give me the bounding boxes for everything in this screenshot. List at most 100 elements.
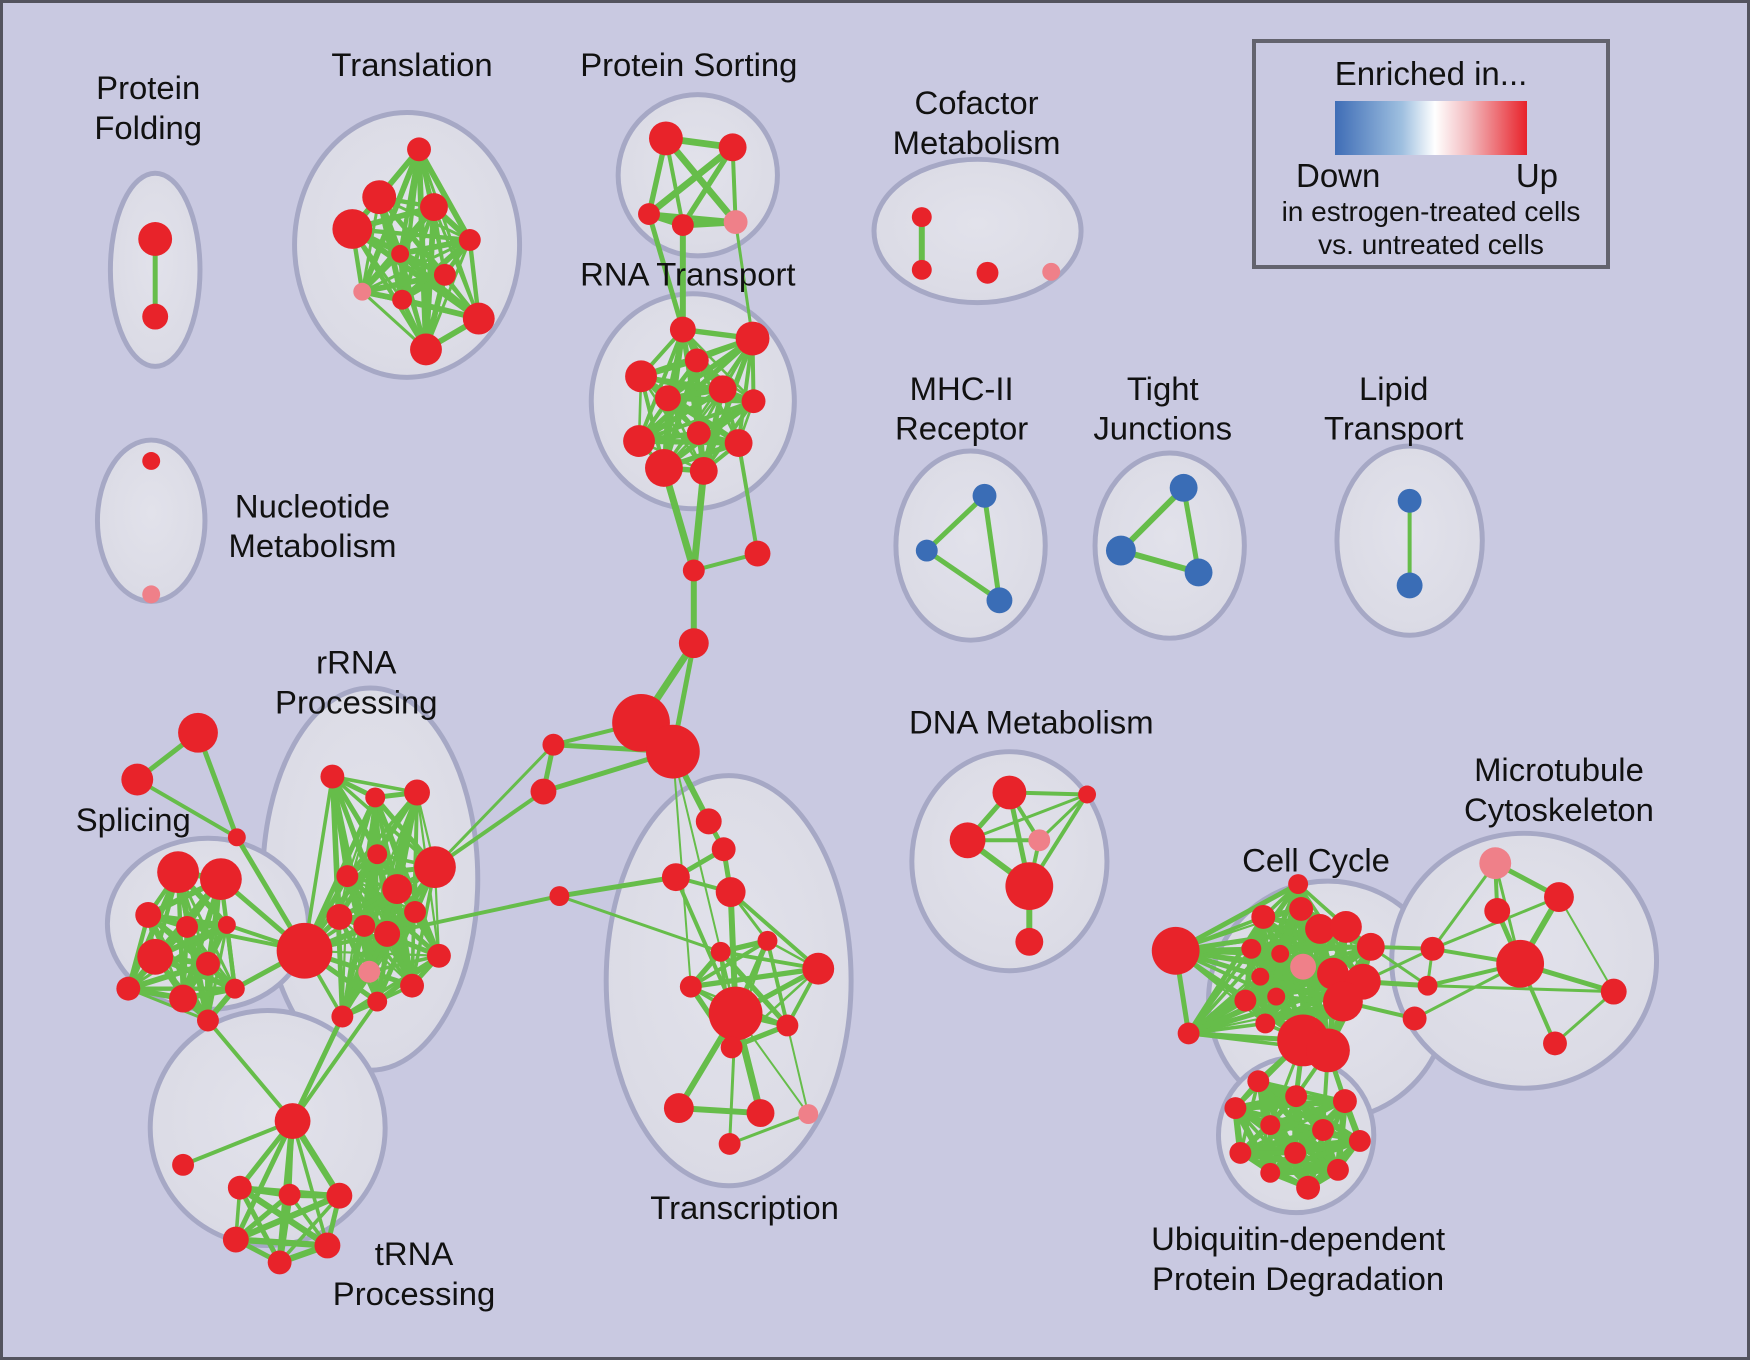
translation-node[interactable] [420, 193, 448, 222]
ubiquitin-node[interactable] [1326, 1158, 1349, 1181]
cell_cycle-node[interactable] [1323, 981, 1363, 1022]
transcription-node[interactable] [663, 1093, 694, 1124]
backbone-node[interactable] [695, 808, 722, 835]
splicing-node[interactable] [217, 915, 236, 934]
dna-node[interactable] [1028, 829, 1051, 852]
cell_cycle-node[interactable] [1329, 910, 1362, 943]
rna_transport-node[interactable] [686, 421, 711, 446]
dna-node[interactable] [1078, 785, 1097, 804]
backbone-node[interactable] [549, 886, 570, 906]
splicing_sat-node[interactable] [178, 712, 218, 753]
tight-node[interactable] [1105, 535, 1136, 566]
translation-node[interactable] [410, 333, 442, 366]
transcription-node[interactable] [776, 1014, 799, 1037]
mhc-node[interactable] [915, 539, 938, 562]
rrna-node[interactable] [374, 920, 401, 947]
cofactor-node[interactable] [911, 207, 932, 228]
rna_transport-node[interactable] [735, 321, 770, 356]
ubiquitin-node[interactable] [1260, 1115, 1281, 1135]
microtubule-node[interactable] [1544, 882, 1574, 912]
cell_cycle-node[interactable] [1241, 938, 1262, 959]
rrna-node[interactable] [367, 991, 388, 1012]
translation-node[interactable] [353, 282, 372, 301]
ubiquitin-node[interactable] [1332, 1089, 1357, 1114]
rrna-node[interactable] [358, 960, 381, 983]
translation-node[interactable] [391, 244, 410, 263]
rrna-node[interactable] [365, 787, 386, 808]
nucleotide-node[interactable] [142, 452, 161, 470]
ubiquitin-node[interactable] [1348, 1130, 1371, 1152]
protein_sorting-node[interactable] [723, 210, 748, 234]
cell_cycle-node[interactable] [1234, 989, 1257, 1012]
cell_cycle-node[interactable] [1251, 967, 1270, 986]
backbone-node[interactable] [682, 559, 705, 582]
cell_cycle-node[interactable] [1306, 1028, 1350, 1073]
trna-node[interactable] [314, 1232, 341, 1259]
microtubule-node[interactable] [1484, 898, 1511, 924]
trna-node[interactable] [172, 1153, 195, 1176]
mhc-node[interactable] [972, 483, 997, 508]
dna-node[interactable] [992, 775, 1027, 810]
translation-node[interactable] [462, 302, 495, 335]
transcription-node[interactable] [802, 952, 835, 985]
cell_cycle-node[interactable] [1305, 913, 1335, 944]
rrna-node[interactable] [326, 904, 353, 930]
ubiquitin-node[interactable] [1284, 1141, 1307, 1164]
backbone-node[interactable] [661, 863, 690, 892]
cell_cycle-node[interactable] [1271, 944, 1290, 963]
rrna-node[interactable] [404, 779, 430, 806]
microtubule-node[interactable] [1479, 847, 1512, 880]
backbone-node[interactable] [646, 724, 700, 779]
splicing-node[interactable] [224, 978, 245, 999]
rna_transport-node[interactable] [654, 385, 681, 412]
ubiquitin-node[interactable] [1260, 1162, 1281, 1183]
protein_sorting-node[interactable] [638, 203, 660, 226]
rrna-node[interactable] [400, 973, 424, 998]
splicing-node[interactable] [176, 915, 198, 938]
rrna-node[interactable] [426, 943, 451, 968]
rrna-node[interactable] [276, 922, 333, 979]
trna-node[interactable] [267, 1250, 292, 1275]
backbone-node[interactable] [715, 877, 746, 907]
backbone-node[interactable] [744, 540, 771, 567]
transcription-node[interactable] [679, 975, 702, 998]
cell_cycle-node[interactable] [1267, 987, 1286, 1006]
mhc-node[interactable] [986, 587, 1013, 614]
ubiquitin-node[interactable] [1296, 1175, 1321, 1200]
lipid-node[interactable] [1396, 572, 1423, 599]
ubiquitin-node[interactable] [1247, 1070, 1270, 1093]
rna_transport-node[interactable] [708, 375, 737, 404]
dna-node[interactable] [1015, 927, 1044, 956]
trna-node[interactable] [278, 1183, 301, 1206]
splicing-node[interactable] [135, 902, 162, 928]
transcription-node[interactable] [720, 1036, 743, 1059]
translation-node[interactable] [332, 209, 373, 249]
cell_cycle-node[interactable] [1177, 1022, 1200, 1045]
rrna-node[interactable] [367, 844, 388, 865]
trna-node[interactable] [222, 1226, 249, 1253]
ubiquitin-node[interactable] [1224, 1097, 1247, 1120]
tight-node[interactable] [1184, 558, 1213, 587]
rna_transport-node[interactable] [625, 360, 657, 393]
rrna-node[interactable] [320, 764, 345, 789]
protein_folding-node[interactable] [142, 303, 169, 330]
bridges-node[interactable] [1402, 1006, 1427, 1031]
bridges-node[interactable] [1420, 936, 1445, 961]
rna_transport-node[interactable] [724, 429, 753, 457]
rna_transport-node[interactable] [623, 425, 655, 457]
rna_transport-node[interactable] [741, 389, 766, 414]
cofactor-node[interactable] [911, 259, 932, 280]
splicing-node[interactable] [116, 976, 141, 1001]
trna-node[interactable] [274, 1103, 311, 1139]
translation-node[interactable] [407, 137, 431, 162]
transcription-node[interactable] [746, 1099, 775, 1128]
splicing-node[interactable] [196, 951, 220, 976]
trna-node[interactable] [326, 1182, 353, 1209]
rrna-node[interactable] [331, 1005, 354, 1028]
rna_transport-node[interactable] [669, 316, 696, 343]
backbone-node[interactable] [542, 733, 565, 756]
transcription-node[interactable] [798, 1104, 819, 1125]
dna-node[interactable] [949, 822, 986, 859]
translation-node[interactable] [392, 289, 413, 310]
cell_cycle-node[interactable] [1151, 926, 1200, 975]
